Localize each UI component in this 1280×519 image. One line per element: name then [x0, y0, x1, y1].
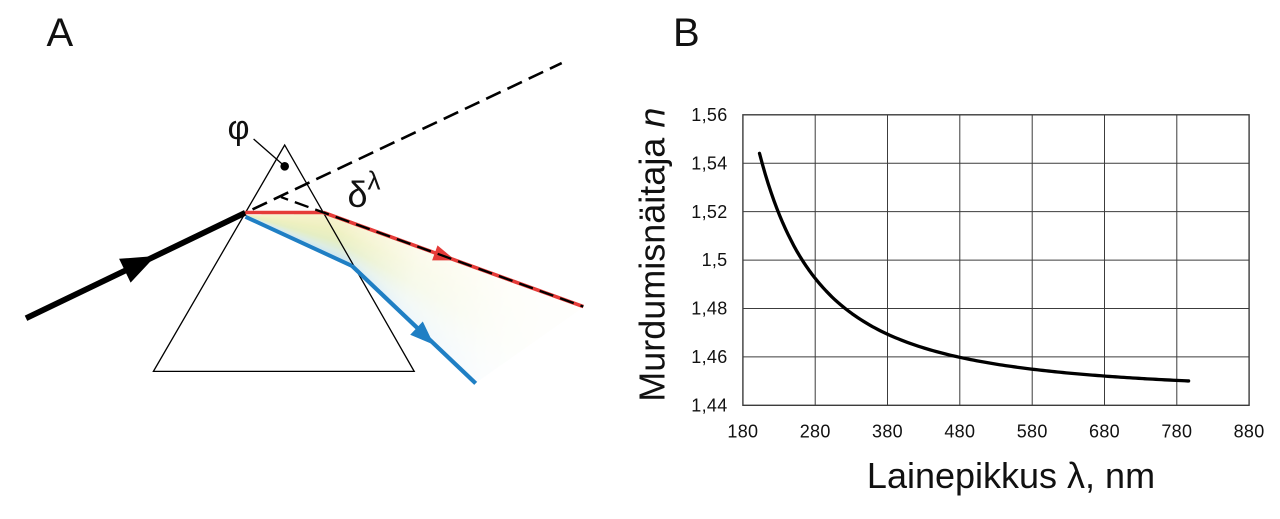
svg-text:1,56: 1,56: [691, 105, 727, 125]
svg-text:1,5: 1,5: [702, 250, 728, 270]
svg-text:λ: λ: [368, 166, 381, 196]
svg-text:880: 880: [1234, 422, 1265, 442]
svg-text:1,44: 1,44: [691, 396, 727, 416]
svg-text:δ: δ: [348, 174, 368, 215]
svg-text:1,54: 1,54: [691, 153, 727, 173]
svg-text:580: 580: [1017, 422, 1048, 442]
svg-text:280: 280: [800, 422, 831, 442]
svg-text:A: A: [47, 11, 74, 55]
svg-text:480: 480: [944, 422, 975, 442]
svg-text:B: B: [673, 11, 700, 55]
svg-text:380: 380: [872, 422, 903, 442]
svg-text:680: 680: [1089, 422, 1120, 442]
svg-text:Murdumisnäitaja n: Murdumisnäitaja n: [632, 108, 673, 402]
svg-text:1,48: 1,48: [691, 299, 727, 319]
svg-text:1,52: 1,52: [691, 202, 727, 222]
svg-text:180: 180: [727, 422, 758, 442]
svg-text:φ: φ: [228, 109, 250, 147]
svg-text:Lainepikkus λ, nm: Lainepikkus λ, nm: [867, 455, 1155, 496]
svg-text:1,46: 1,46: [691, 347, 727, 367]
svg-text:780: 780: [1161, 422, 1192, 442]
